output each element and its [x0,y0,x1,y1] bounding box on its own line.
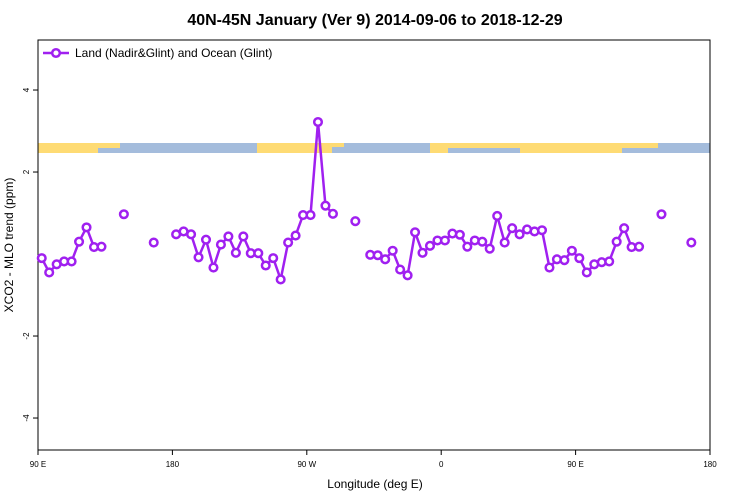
data-point [402,270,413,281]
data-point [395,264,406,275]
data-point [186,229,197,240]
y-tick-label: -4 [22,414,31,422]
data-point [611,236,622,247]
data-point [581,267,592,278]
chart-title: 40N-45N January (Ver 9) 2014-09-06 to 20… [187,12,562,29]
y-tick-label: 2 [22,169,31,174]
data-point [208,262,219,273]
data-point [454,229,465,240]
land-strip [520,143,582,153]
data-point [118,209,129,220]
x-tick-label: 0 [439,460,444,469]
data-point [634,241,645,252]
data-point [424,240,436,251]
data-point [514,229,525,240]
data-point [312,116,324,128]
legend-swatch-marker [50,47,62,59]
y-axis-label: XCO2 - MLO trend (ppm) [2,178,16,313]
legend-label: Land (Nadir&Glint) and Ocean (Glint) [75,46,272,60]
data-point [193,252,204,263]
data-point [200,234,212,245]
data-point [74,236,85,247]
land-strip [448,143,520,148]
data-point [656,209,667,220]
data-point [260,260,271,271]
data-point [44,267,55,278]
data-point [544,262,555,273]
y-tick-label: -2 [22,332,31,340]
data-point [372,250,383,261]
data-point [477,236,488,247]
data-point [499,237,510,248]
x-tick-label: 90 E [30,460,46,469]
land-strip [257,143,332,153]
y-tick-label: 4 [22,87,31,92]
x-tick-label: 180 [166,460,180,469]
x-tick-label: 180 [703,460,717,469]
data-point [230,247,241,258]
x-tick-label: 90 W [297,460,316,469]
land-strip [332,143,344,147]
data-point [574,253,585,264]
data-point [462,241,473,252]
data-point [604,256,615,267]
land-strip [38,143,98,153]
data-point [507,223,518,234]
data-point [253,248,264,259]
data-point [387,245,398,256]
land-mask [38,143,710,153]
data-point [66,256,77,267]
data-point [320,200,331,211]
data-point [559,255,570,266]
ocean-strip [38,143,710,153]
data-point [96,241,107,252]
data-point [492,210,503,221]
data-point [268,253,279,264]
data-point [619,223,630,234]
data-point [215,239,226,250]
x-axis-label: Longitude (deg E) [327,477,422,491]
data-point [484,243,495,254]
data-point [380,254,391,265]
data-point [148,237,159,248]
data-point [238,231,249,242]
data-point [350,216,361,227]
land-strip [430,143,448,153]
data-point [327,208,338,219]
data-point [36,253,47,264]
data-point [305,210,316,221]
land-strip [622,143,658,148]
data-point [275,274,286,285]
plot-frame [37,39,711,451]
land-strip [98,143,120,148]
data-point [536,225,548,236]
data-point [410,227,421,238]
data-point [566,245,577,256]
data-point [223,231,234,242]
land-strip [582,143,622,153]
legend-box [39,41,287,63]
x-tick-label: 90 E [567,460,583,469]
data-point [439,235,450,246]
data-point [283,237,294,248]
data-point [417,247,428,258]
data-point [686,237,697,248]
data-point [81,222,92,233]
data-point [290,230,301,241]
